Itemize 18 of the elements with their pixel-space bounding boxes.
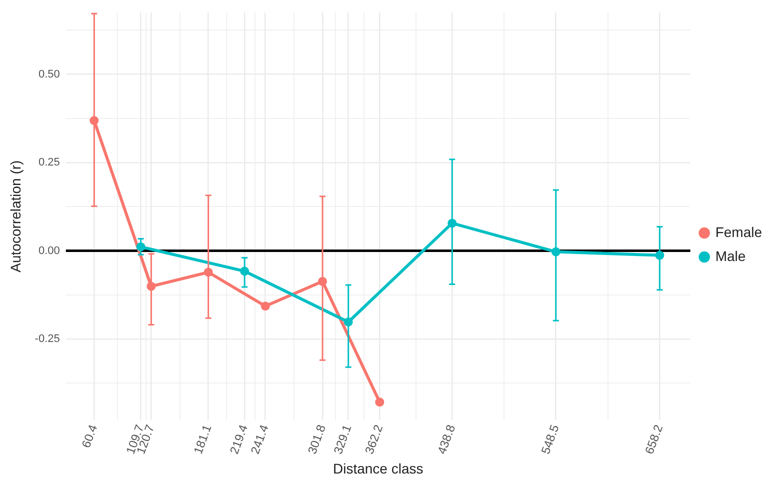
x-tick-label: 438.8: [434, 422, 458, 456]
x-tick-label: 362.2: [362, 422, 386, 456]
y-tick-label: -0.25: [34, 332, 60, 345]
x-tick-label: 301.8: [305, 422, 329, 456]
legend-label: Male: [715, 248, 746, 264]
x-tick-label: 181.1: [190, 422, 214, 456]
x-tick-label: 548.5: [538, 422, 562, 456]
point: [375, 398, 384, 407]
y-tick-label: 0.00: [38, 244, 60, 257]
legend-label: Female: [715, 224, 762, 240]
x-tick-label: 329.1: [330, 422, 354, 456]
y-tick-label: 0.25: [38, 156, 60, 169]
x-axis-title: Distance class: [332, 460, 424, 476]
x-tick-label: 658.2: [642, 422, 666, 456]
y-tick-label: 0.50: [38, 68, 60, 80]
point: [260, 302, 270, 311]
x-tick-label: 60.4: [78, 422, 100, 450]
y-axis-title: Autocorrelation (r): [7, 160, 24, 272]
